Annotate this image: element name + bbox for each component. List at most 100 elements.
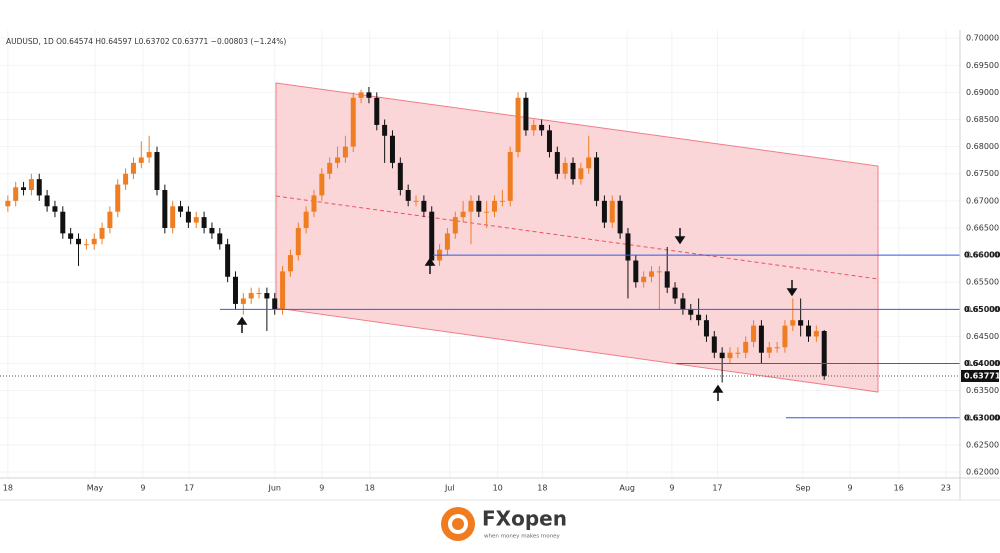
y-tick-label: 0.64000: [966, 359, 999, 368]
candle-body: [185, 211, 191, 223]
x-tick-label: Jul: [444, 484, 455, 493]
candle-body: [28, 179, 34, 190]
y-tick-label: 0.63000: [966, 413, 999, 422]
candle-body: [99, 227, 105, 239]
candle-body: [609, 200, 615, 223]
x-tick-label: 18: [3, 484, 13, 493]
x-tick-label: Aug: [619, 484, 635, 493]
candle-body: [515, 97, 521, 153]
logo-emblem-core: [452, 518, 464, 530]
candle-body: [264, 293, 270, 299]
candle-body: [405, 190, 411, 201]
candle-body: [319, 173, 325, 196]
candle-body: [5, 200, 11, 207]
candle-body: [476, 200, 482, 212]
candle-body: [201, 217, 207, 228]
candle-body: [601, 200, 607, 223]
candle-body: [232, 276, 238, 304]
x-tick-label: 17: [184, 484, 194, 493]
candle-body: [586, 157, 592, 169]
candle-body: [358, 92, 364, 98]
logo-tagline: when money makes money: [484, 534, 561, 540]
level-label: 0.66000: [964, 251, 1000, 260]
x-tick-label: Jun: [267, 484, 281, 493]
candle-body: [562, 162, 568, 174]
channel-midline: [275, 195, 879, 280]
candle-body: [272, 298, 278, 310]
candle-body: [743, 341, 749, 353]
x-tick-label: 9: [319, 484, 324, 493]
candle-body: [531, 124, 537, 131]
candle-body: [523, 97, 529, 131]
candle-body: [421, 200, 427, 212]
candle-body: [782, 325, 788, 348]
candle-body: [13, 187, 19, 201]
x-tick-label: 9: [669, 484, 674, 493]
logo: FXopen when money makes money: [441, 507, 567, 541]
y-tick-label: 0.65500: [966, 278, 999, 287]
level-tag: [961, 303, 999, 316]
candle-body: [217, 233, 223, 245]
candle-body: [75, 238, 81, 245]
candle-body: [735, 352, 741, 354]
x-tick-label: 18: [365, 484, 375, 493]
arrow-head: [786, 288, 798, 297]
level-label: 0.64000: [964, 359, 1000, 368]
candle-body: [225, 244, 231, 277]
candle-body: [413, 200, 419, 202]
candle-body: [397, 162, 403, 190]
candle-body: [193, 217, 199, 223]
y-tick-label: 0.68000: [966, 142, 999, 151]
candle-body: [311, 195, 317, 212]
candle-body: [68, 233, 74, 239]
candle-body: [641, 276, 647, 283]
candle-body: [727, 352, 733, 359]
candle-body: [146, 152, 152, 158]
x-tick-label: May: [87, 484, 104, 493]
overlay: 0.66000 0.65000 0.64000 0.63000 0.63771: [0, 249, 1000, 424]
candle-body: [672, 287, 678, 299]
arrows: [236, 228, 798, 401]
candle-body: [460, 211, 466, 218]
arrow-head: [712, 384, 724, 393]
candle-body: [123, 173, 129, 185]
x-tick-label: 9: [848, 484, 853, 493]
y-tick-label: 0.62000: [966, 468, 999, 477]
candle-body: [138, 157, 144, 163]
candle-body: [790, 320, 796, 326]
candle-body: [154, 152, 160, 190]
level-tag: [961, 411, 999, 424]
x-tick-label: 9: [140, 484, 145, 493]
y-tick-label: 0.68500: [966, 115, 999, 124]
candle-body: [499, 200, 505, 202]
candle-body: [389, 135, 395, 163]
level-tag: [961, 249, 999, 262]
candle-body: [664, 271, 670, 288]
candle-body: [452, 217, 458, 234]
candle-body: [625, 233, 631, 261]
candle-body: [350, 97, 356, 147]
y-tick-label: 0.67000: [966, 196, 999, 205]
candle-body: [546, 130, 552, 153]
y-tick-label: 0.67500: [966, 169, 999, 178]
candle-body: [656, 271, 662, 273]
last-price-tag: [961, 369, 999, 382]
y-tick-label: 0.64500: [966, 332, 999, 341]
candle-body: [719, 352, 725, 359]
candle-body: [248, 293, 254, 299]
y-tick-label: 0.70000: [966, 34, 999, 43]
arrow-head: [674, 236, 686, 245]
candle-body: [798, 320, 804, 326]
y-tick-label: 0.62500: [966, 440, 999, 449]
candle-body: [484, 211, 490, 213]
level-label: 0.63000: [964, 413, 1000, 422]
arrow-head: [424, 257, 436, 266]
candle-body: [507, 152, 513, 201]
candle-body: [335, 157, 341, 163]
candle-body: [468, 200, 474, 212]
y-tick-label: 0.66500: [966, 223, 999, 232]
symbol-header: AUDUSD, 1D O0.64574 H0.64597 L0.63702 C0…: [6, 37, 286, 46]
candle-body: [178, 206, 184, 212]
candle-body: [539, 124, 545, 131]
